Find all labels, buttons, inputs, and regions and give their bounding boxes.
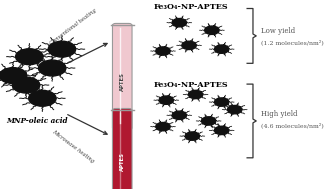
Circle shape	[205, 26, 219, 34]
Circle shape	[48, 41, 76, 57]
Circle shape	[16, 49, 43, 65]
Circle shape	[201, 117, 216, 125]
Circle shape	[172, 19, 186, 27]
Text: Fe₃O₄-NP-APTES: Fe₃O₄-NP-APTES	[154, 81, 228, 89]
Circle shape	[215, 98, 229, 106]
Circle shape	[188, 90, 203, 99]
Text: APTES: APTES	[120, 72, 125, 91]
Circle shape	[0, 68, 27, 84]
Text: (4.6 molecules/nm²): (4.6 molecules/nm²)	[261, 122, 323, 128]
Text: MNP-oleic acid: MNP-oleic acid	[7, 117, 68, 125]
Circle shape	[228, 105, 242, 114]
Text: Fe₃O₄-NP-APTES: Fe₃O₄-NP-APTES	[154, 3, 228, 11]
Text: APTES: APTES	[120, 152, 125, 170]
Circle shape	[156, 47, 170, 55]
Circle shape	[156, 122, 170, 131]
Circle shape	[182, 41, 196, 50]
Circle shape	[12, 77, 40, 93]
Text: Conventional heating: Conventional heating	[49, 8, 97, 46]
Text: (1.2 molecules/nm²): (1.2 molecules/nm²)	[261, 40, 323, 46]
Text: Low yield: Low yield	[261, 27, 295, 35]
Circle shape	[29, 90, 56, 106]
Circle shape	[185, 132, 200, 140]
FancyBboxPatch shape	[112, 108, 132, 189]
Text: High yield: High yield	[261, 110, 297, 118]
Circle shape	[38, 60, 66, 76]
Circle shape	[159, 96, 173, 104]
Circle shape	[215, 45, 229, 53]
Circle shape	[215, 126, 229, 135]
Circle shape	[172, 111, 186, 119]
Text: Microwave heating: Microwave heating	[52, 129, 95, 164]
FancyBboxPatch shape	[112, 23, 132, 130]
